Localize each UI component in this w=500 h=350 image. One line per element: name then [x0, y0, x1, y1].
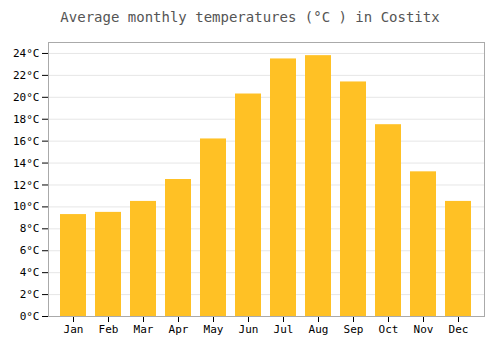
svg-text:20°C: 20°C	[13, 91, 40, 104]
svg-text:Jan: Jan	[64, 323, 84, 336]
svg-text:Jun: Jun	[239, 323, 259, 336]
svg-text:Dec: Dec	[449, 323, 469, 336]
svg-text:22°C: 22°C	[13, 69, 40, 82]
svg-text:6°C: 6°C	[20, 244, 40, 257]
svg-text:10°C: 10°C	[13, 200, 40, 213]
svg-text:12°C: 12°C	[13, 179, 40, 192]
svg-text:16°C: 16°C	[13, 135, 40, 148]
svg-text:Sep: Sep	[344, 323, 364, 336]
svg-text:May: May	[204, 323, 224, 336]
svg-text:0°C: 0°C	[20, 310, 40, 323]
html-text:Average monthly temperatures (: Average monthly temperatures (°C ) in Co…	[60, 9, 440, 25]
svg-text:Jul: Jul	[274, 323, 294, 336]
svg-text:4°C: 4°C	[20, 266, 40, 279]
svg-text:Mar: Mar	[134, 323, 154, 336]
svg-text:Oct: Oct	[379, 323, 399, 336]
svg-text:24°C: 24°C	[13, 47, 40, 60]
svg-text:2°C: 2°C	[20, 288, 40, 301]
svg-text:Feb: Feb	[99, 323, 119, 336]
svg-text:18°C: 18°C	[13, 113, 40, 126]
svg-text:Aug: Aug	[309, 323, 329, 336]
svg-text:Nov: Nov	[414, 323, 434, 336]
svg-text:8°C: 8°C	[20, 222, 40, 235]
svg-text:Apr: Apr	[169, 323, 189, 336]
svg-text:14°C: 14°C	[13, 157, 40, 170]
